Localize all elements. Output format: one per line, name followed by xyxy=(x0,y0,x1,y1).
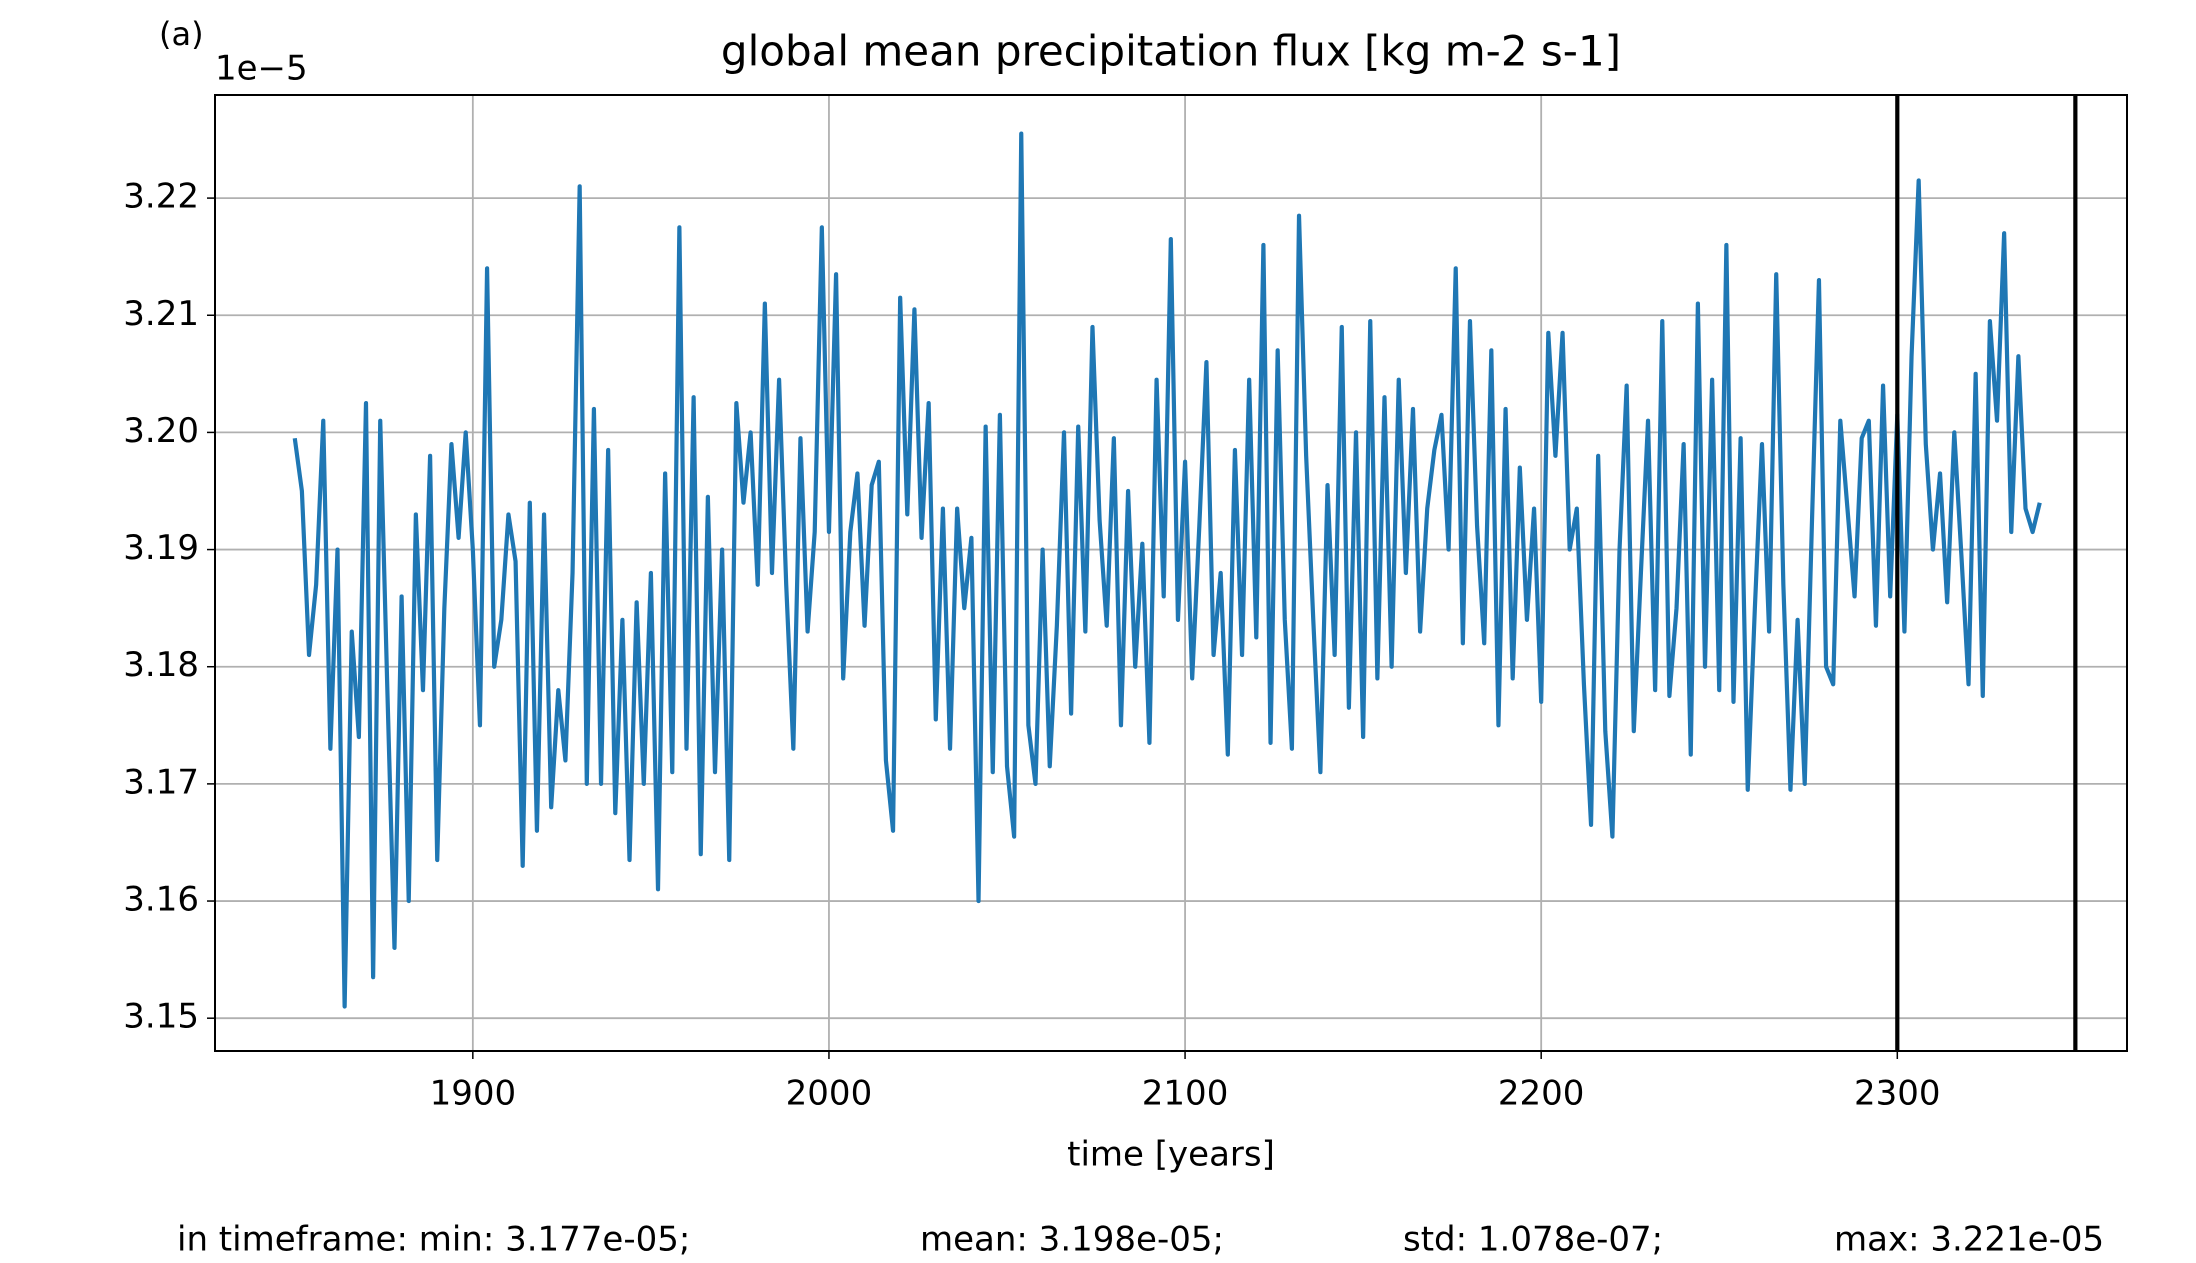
y-tick-label: 3.19 xyxy=(123,528,199,568)
y-tick-label: 3.17 xyxy=(123,762,199,802)
x-tick-label: 1900 xyxy=(430,1074,517,1114)
y-tick-label: 3.21 xyxy=(123,294,199,334)
data-line xyxy=(292,131,2042,1009)
y-tick-label: 3.16 xyxy=(123,880,199,920)
y-offset-label: 1e−5 xyxy=(215,49,308,89)
footer-stat: std: 1.078e-07; xyxy=(1403,1220,1663,1260)
footer-stat: in timeframe: min: 3.177e-05; xyxy=(177,1220,690,1260)
x-tick-label: 2200 xyxy=(1498,1074,1585,1114)
y-tick-label: 3.22 xyxy=(123,177,199,217)
plot-frame xyxy=(214,94,2128,1052)
x-tick-label: 2300 xyxy=(1854,1074,1941,1114)
footer-stat: mean: 3.198e-05; xyxy=(920,1220,1224,1260)
x-tick-label: 2100 xyxy=(1142,1074,1229,1114)
footer-stat: max: 3.221e-05 xyxy=(1834,1220,2104,1260)
panel-label: (a) xyxy=(159,15,204,53)
y-tick-label: 3.15 xyxy=(123,997,199,1037)
y-tick-label: 3.18 xyxy=(123,645,199,685)
y-tick-label: 3.20 xyxy=(123,411,199,451)
x-axis-label: time [years] xyxy=(1067,1135,1275,1175)
x-tick-label: 2000 xyxy=(786,1074,873,1114)
chart-title: global mean precipitation flux [kg m-2 s… xyxy=(721,27,1621,76)
